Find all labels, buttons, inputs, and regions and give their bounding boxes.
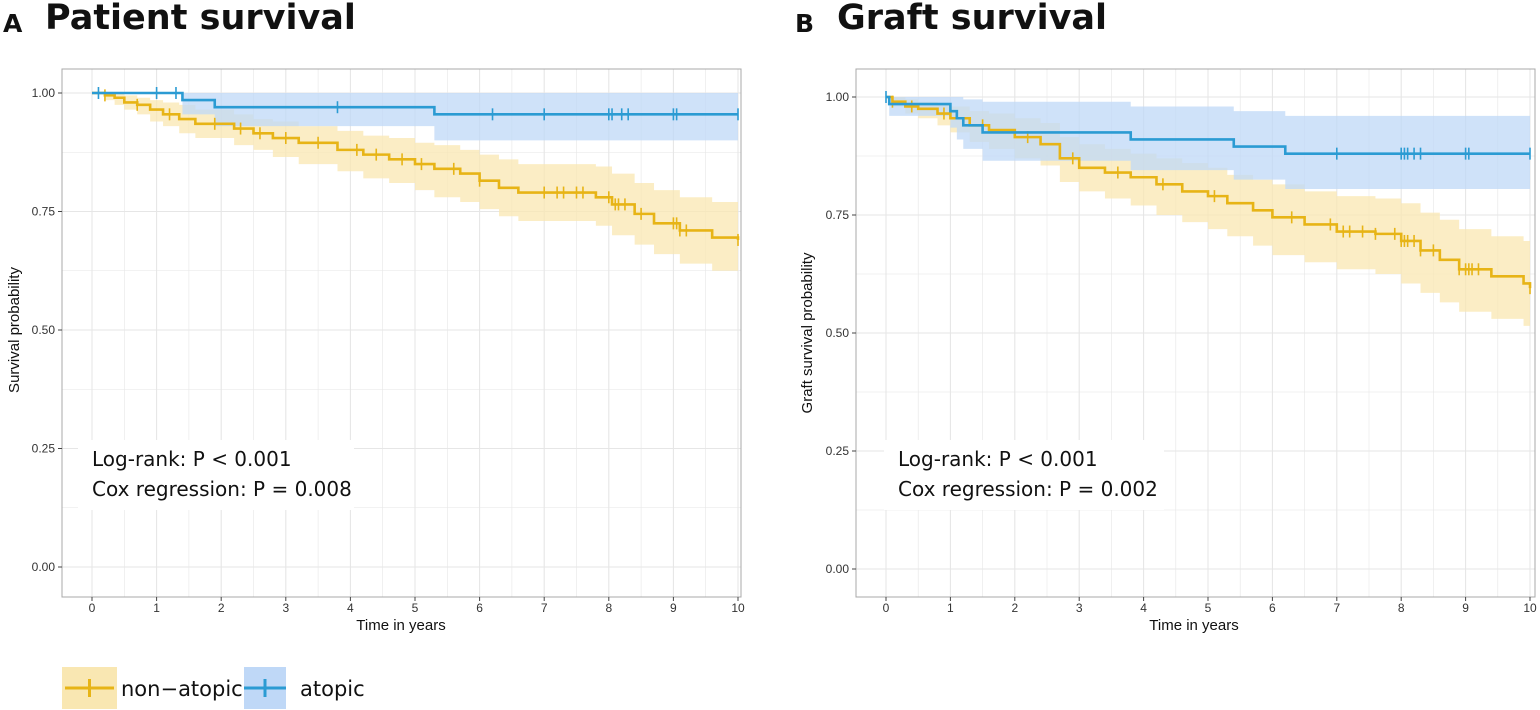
x-tick-label: 0 [89, 601, 96, 615]
x-tick-label: 9 [670, 601, 677, 615]
x-tick-label: 7 [541, 601, 548, 615]
x-tick-label: 8 [605, 601, 612, 615]
plot-area-a [61, 68, 742, 598]
x-axis-label-a: Time in years [356, 617, 445, 634]
confidence-band-non-atopic [92, 93, 738, 276]
survival-line-non-atopic [886, 95, 1532, 289]
legend-item-non-atopic: non−atopic [62, 667, 243, 709]
plot-border-a [61, 68, 742, 598]
panel-letter-b: B [795, 9, 814, 38]
plot-area-b [855, 68, 1536, 598]
x-tick-label: 3 [1076, 601, 1083, 615]
legend: non−atopic atopic [62, 667, 365, 709]
cox-regression-annotation-b: Cox regression: P = 0.002 [898, 477, 1158, 501]
y-tick-label: 0.75 [826, 208, 850, 222]
cox-regression-annotation-a: Cox regression: P = 0.008 [92, 477, 352, 501]
annotation-box-a [78, 440, 354, 510]
x-tick-label: 2 [1011, 601, 1018, 615]
y-tick-label: 0.75 [32, 205, 56, 219]
x-tick-label: 7 [1333, 601, 1340, 615]
x-tick-label: 8 [1398, 601, 1405, 615]
x-tick-label: 1 [947, 601, 954, 615]
x-tick-label: 3 [282, 601, 289, 615]
x-tick-label: 0 [883, 601, 890, 615]
x-tick-label: 10 [731, 601, 745, 615]
x-tick-label: 5 [1205, 601, 1212, 615]
annotation-box-b [884, 440, 1164, 510]
confidence-band-atopic [886, 97, 1530, 190]
panel-title-graft-survival: Graft survival [837, 0, 1107, 38]
x-tick-label: 4 [1140, 601, 1147, 615]
x-tick-label: 2 [218, 601, 225, 615]
panel-letter-a: A [3, 9, 23, 38]
survival-line-non-atopic [92, 91, 740, 240]
y-tick-label: 0.00 [826, 562, 850, 576]
log-rank-annotation-a: Log-rank: P < 0.001 [92, 447, 292, 471]
x-tick-label: 5 [412, 601, 419, 615]
x-tick-label: 6 [476, 601, 483, 615]
panel-title-patient-survival: Patient survival [45, 0, 356, 38]
y-tick-label: 0.50 [32, 323, 56, 337]
x-tick-label: 1 [153, 601, 160, 615]
panel-graft-survival: B Graft survival Time in years Graft sur… [795, 0, 1537, 634]
y-tick-label: 0.25 [32, 442, 56, 456]
confidence-band-atopic [92, 93, 738, 141]
y-tick-label: 0.50 [826, 326, 850, 340]
x-tick-label: 6 [1269, 601, 1276, 615]
y-tick-label: 0.00 [32, 560, 56, 574]
legend-item-atopic: atopic [244, 667, 365, 709]
y-tick-label: 1.00 [32, 86, 56, 100]
legend-label-atopic: atopic [300, 677, 365, 701]
y-tick-label: 0.25 [826, 444, 850, 458]
y-axis-label-b: Graft survival probability [799, 252, 816, 413]
panel-patient-survival: A Patient survival Time in years Surviva… [3, 0, 745, 634]
legend-label-non-atopic: non−atopic [121, 677, 243, 701]
y-axis-label-a: Survival probability [6, 267, 23, 393]
survival-line-atopic [92, 91, 738, 116]
x-tick-label: 4 [347, 601, 354, 615]
survival-line-atopic [886, 95, 1530, 155]
x-axis-label-b: Time in years [1149, 617, 1238, 634]
x-tick-label: 10 [1523, 601, 1537, 615]
x-tick-label: 9 [1462, 601, 1469, 615]
log-rank-annotation-b: Log-rank: P < 0.001 [898, 447, 1098, 471]
y-tick-label: 1.00 [826, 90, 850, 104]
